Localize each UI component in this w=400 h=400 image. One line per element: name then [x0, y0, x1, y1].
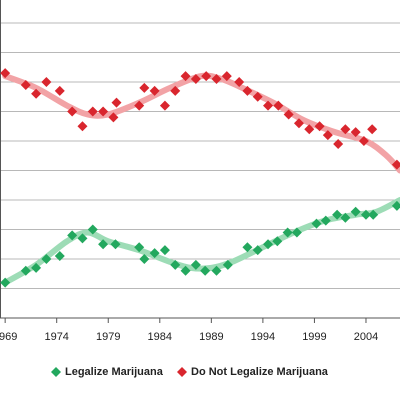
point [0, 68, 11, 79]
point [332, 209, 343, 220]
point [273, 100, 284, 111]
legend-marker [51, 367, 61, 377]
point [360, 209, 371, 220]
trend-line [2, 72, 400, 174]
point [211, 265, 222, 276]
point [180, 265, 191, 276]
point [311, 218, 322, 229]
point [108, 112, 119, 123]
point [293, 118, 304, 129]
trend-line [2, 197, 400, 286]
x-tick-label: 1979 [96, 331, 120, 343]
legend-label: Legalize Marijuana [65, 366, 164, 378]
point [190, 259, 201, 270]
point [149, 248, 160, 259]
point [170, 85, 181, 96]
point [221, 71, 232, 82]
point [283, 109, 294, 120]
point [200, 265, 211, 276]
point [139, 82, 150, 93]
point [31, 262, 42, 273]
x-tick-label: 1984 [148, 331, 172, 343]
point [98, 239, 109, 250]
point [340, 124, 351, 135]
point [333, 138, 344, 149]
x-tick-label: 1994 [251, 331, 275, 343]
point [211, 74, 222, 85]
point [180, 71, 191, 82]
point [31, 88, 42, 99]
point [322, 130, 333, 141]
point [54, 85, 65, 96]
point [263, 239, 274, 250]
point [234, 77, 245, 88]
point [242, 85, 253, 96]
point [41, 77, 52, 88]
legend-label: Do Not Legalize Marijuana [191, 366, 329, 378]
point [139, 254, 150, 265]
x-tick-label: 1989 [199, 331, 223, 343]
point [350, 127, 361, 138]
point [0, 277, 11, 288]
point [222, 259, 233, 270]
point [272, 236, 283, 247]
point [87, 224, 98, 235]
point [98, 106, 109, 117]
point [20, 79, 31, 90]
point [252, 245, 263, 256]
x-tick-label: 1969 [0, 331, 17, 343]
point [190, 74, 201, 85]
point [252, 91, 263, 102]
point [291, 227, 302, 238]
point [41, 254, 52, 265]
x-tick-label: 1999 [302, 331, 326, 343]
point [67, 230, 78, 241]
point [320, 215, 331, 226]
x-tick-label: 2004 [354, 331, 378, 343]
point [358, 136, 369, 147]
point [20, 265, 31, 276]
point [77, 121, 88, 132]
point [367, 124, 378, 135]
point [77, 233, 88, 244]
point [282, 227, 293, 238]
point [304, 124, 315, 135]
point [350, 206, 361, 217]
point [134, 100, 145, 111]
point [159, 245, 170, 256]
point [87, 106, 98, 117]
point [159, 100, 170, 111]
point [242, 242, 253, 253]
point [134, 242, 145, 253]
point [67, 106, 78, 117]
point [170, 259, 181, 270]
x-tick-label: 1974 [44, 331, 68, 343]
point [263, 100, 274, 111]
point [314, 121, 325, 132]
point [340, 212, 351, 223]
point [149, 85, 160, 96]
legend-marker [177, 367, 187, 377]
point [201, 71, 212, 82]
point [111, 97, 122, 108]
point [368, 209, 379, 220]
point [391, 159, 400, 170]
point [391, 200, 400, 211]
point [54, 251, 65, 262]
point [110, 239, 121, 250]
